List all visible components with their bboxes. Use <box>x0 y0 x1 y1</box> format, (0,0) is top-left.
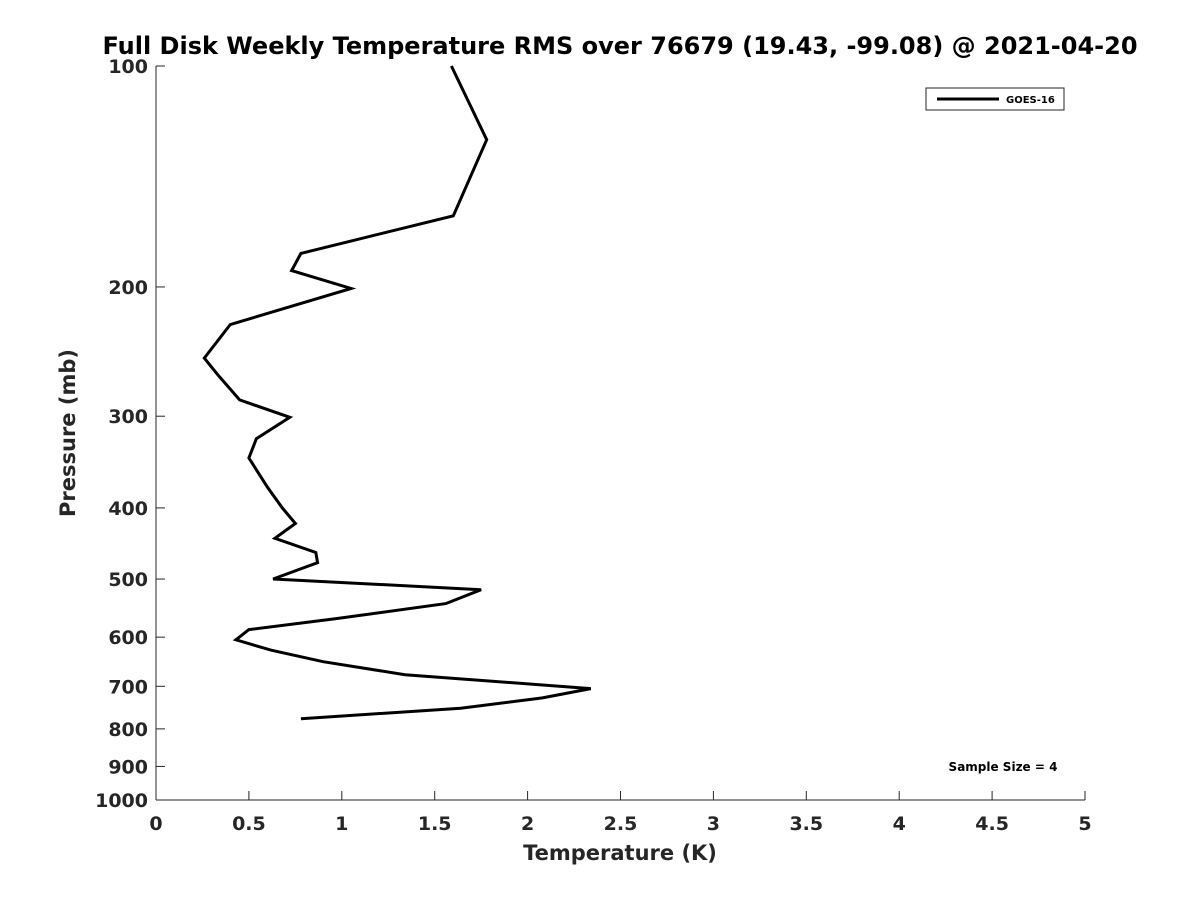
legend-label: GOES-16 <box>1006 95 1055 106</box>
x-tick-label: 4 <box>893 813 906 835</box>
x-tick-label: 4.5 <box>975 813 1009 835</box>
y-tick-label: 300 <box>108 406 148 428</box>
x-tick-label: 1.5 <box>418 813 452 835</box>
legend: GOES-16 <box>925 87 1065 111</box>
x-axis-label: Temperature (K) <box>523 841 717 865</box>
y-tick-label: 500 <box>108 569 148 591</box>
y-tick-label: 600 <box>108 627 148 649</box>
series-goes16-line <box>202 65 592 721</box>
y-tick-label: 900 <box>108 756 148 778</box>
x-tick-label: 5 <box>1078 813 1091 835</box>
x-tick-label: 2.5 <box>604 813 638 835</box>
x-tick-label: 2 <box>521 813 534 835</box>
chart-title: Full Disk Weekly Temperature RMS over 76… <box>102 32 1137 60</box>
x-tick-label: 0 <box>149 813 162 835</box>
x-tick-label: 3.5 <box>789 813 823 835</box>
y-tick-label: 700 <box>108 676 148 698</box>
x-tick-label: 1 <box>335 813 348 835</box>
y-axis-label: Pressure (mb) <box>56 349 80 517</box>
plot-area <box>156 66 1085 800</box>
y-tick-label: 200 <box>108 277 148 299</box>
y-ticks: 100 200 300 400 500 600 700 800 900 1000 <box>95 56 165 812</box>
x-ticks: 0 0.5 1 1.5 2 2.5 3 3.5 4 4.5 5 <box>149 791 1092 835</box>
sample-size-annotation: Sample Size = 4 <box>949 760 1058 774</box>
x-tick-label: 0.5 <box>232 813 266 835</box>
x-tick-label: 3 <box>707 813 720 835</box>
y-tick-label: 800 <box>108 719 148 741</box>
y-tick-label: 100 <box>108 56 148 78</box>
y-tick-label: 1000 <box>95 790 148 812</box>
y-tick-label: 400 <box>108 498 148 520</box>
